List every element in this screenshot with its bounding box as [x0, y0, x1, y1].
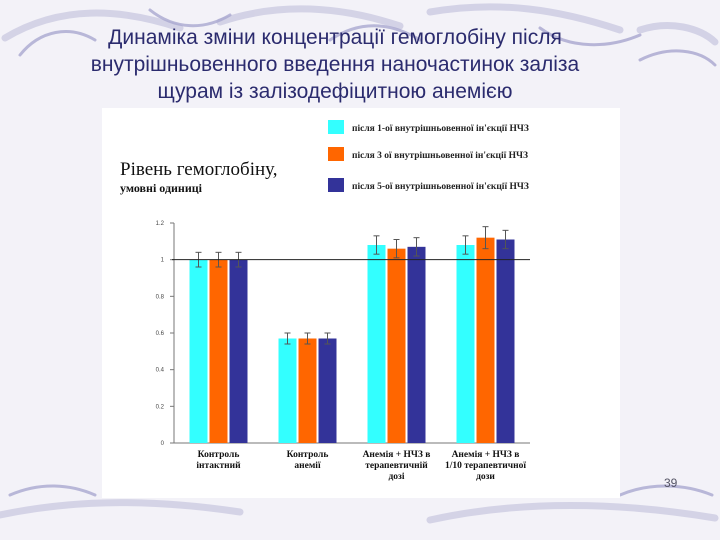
hemoglobin-bar-chart: Рівень гемоглобіну,умовні одиниці після 1… [120, 120, 530, 482]
bar [367, 245, 386, 443]
x-tick-label: дозі [388, 471, 404, 482]
chart-panel: Рівень гемоглобіну, умовні одиниці після 1… [102, 108, 620, 498]
page-number: 39 [664, 476, 678, 490]
slide-title-line: щурам із залізодефіцитною анемією [157, 80, 513, 103]
y-axis-label-unit: умовні одиниці [120, 181, 203, 195]
legend-label: після 5-ої внутрішньовенної ін'єкції НЧЗ [352, 181, 529, 192]
x-tick-label: терапевтичній [365, 460, 428, 471]
bar [496, 239, 515, 443]
legend-swatch [328, 147, 344, 161]
legend-swatch [328, 178, 344, 192]
bar [298, 338, 317, 443]
slide-title-line: внутрішньовенного введення наночастинок … [90, 53, 580, 76]
legend-label: після 3 ої внутрішньовенної ін'єкції НЧЗ [352, 150, 528, 161]
legend-label: після 1-ої внутрішньовенної ін'єкції НЧЗ [352, 123, 529, 134]
bar [229, 259, 248, 443]
x-tick-label: Контроль [287, 450, 329, 460]
y-tick-label: 0.8 [156, 294, 165, 300]
bar [318, 338, 337, 443]
bar [476, 237, 495, 443]
x-tick-label: дози [476, 472, 495, 482]
x-tick-label: Контроль [198, 450, 240, 460]
bar [278, 338, 297, 443]
x-tick-label: інтактний [196, 460, 241, 471]
x-tick-label: 1/10 терапевтичної [445, 461, 526, 471]
y-tick-label: 0 [161, 441, 165, 447]
bar [209, 259, 228, 443]
bar [407, 246, 426, 443]
y-tick-label: 0.6 [156, 331, 165, 337]
x-tick-label: анемії [294, 460, 321, 471]
x-tick-label: Анемія + НЧЗ в [363, 449, 431, 460]
y-tick-label: 1 [161, 258, 165, 264]
bar [456, 245, 475, 443]
y-axis-label: Рівень гемоглобіну, [120, 159, 278, 180]
y-tick-label: 1.2 [156, 221, 165, 227]
slide-title: Динаміка зміни концентрації гемоглобіну … [30, 24, 640, 105]
y-tick-label: 0.4 [156, 368, 165, 374]
slide-title-line: Динаміка зміни концентрації гемоглобіну … [108, 26, 562, 49]
legend-swatch [328, 120, 344, 134]
x-tick-label: Анемія + НЧЗ в [452, 449, 520, 460]
y-tick-label: 0.2 [156, 404, 165, 410]
bar [189, 259, 208, 443]
bar [387, 248, 406, 443]
